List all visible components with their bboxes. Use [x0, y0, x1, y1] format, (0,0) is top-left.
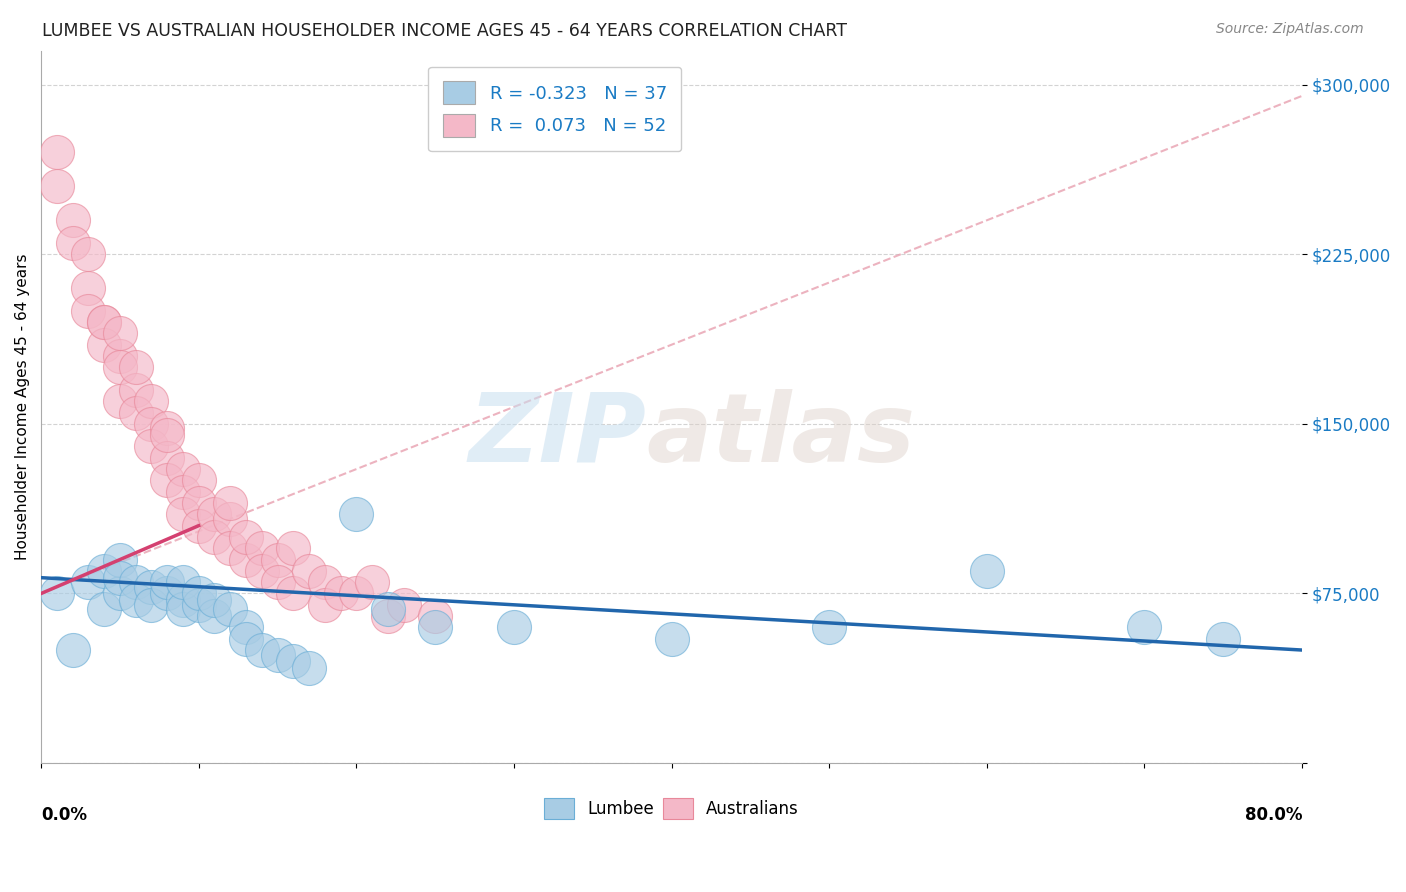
- Point: [141, 598, 163, 612]
- Point: [377, 602, 399, 616]
- Point: [125, 406, 148, 420]
- Point: [187, 586, 209, 600]
- Point: [204, 609, 226, 624]
- Point: [125, 593, 148, 607]
- Point: [141, 417, 163, 431]
- Point: [661, 632, 683, 646]
- Point: [172, 575, 194, 590]
- Point: [1133, 620, 1156, 634]
- Point: [108, 360, 131, 375]
- Point: [108, 394, 131, 409]
- Point: [314, 575, 336, 590]
- Point: [818, 620, 841, 634]
- Point: [156, 421, 179, 435]
- Point: [283, 654, 305, 668]
- Point: [219, 512, 242, 526]
- Point: [93, 337, 115, 351]
- Point: [125, 383, 148, 397]
- Point: [235, 632, 257, 646]
- Point: [172, 602, 194, 616]
- Point: [298, 661, 321, 675]
- Point: [93, 602, 115, 616]
- Point: [329, 586, 352, 600]
- Text: 80.0%: 80.0%: [1244, 805, 1302, 824]
- Point: [219, 602, 242, 616]
- Point: [172, 593, 194, 607]
- Point: [141, 580, 163, 594]
- Point: [377, 609, 399, 624]
- Point: [204, 530, 226, 544]
- Point: [93, 315, 115, 329]
- Point: [392, 598, 415, 612]
- Point: [250, 541, 273, 556]
- Point: [1212, 632, 1234, 646]
- Point: [314, 598, 336, 612]
- Point: [141, 394, 163, 409]
- Point: [235, 552, 257, 566]
- Point: [141, 440, 163, 454]
- Point: [156, 450, 179, 465]
- Point: [77, 247, 100, 261]
- Point: [172, 484, 194, 499]
- Point: [93, 315, 115, 329]
- Point: [344, 508, 367, 522]
- Point: [423, 609, 446, 624]
- Point: [187, 598, 209, 612]
- Point: [172, 508, 194, 522]
- Point: [156, 474, 179, 488]
- Point: [62, 643, 84, 657]
- Point: [108, 349, 131, 363]
- Point: [62, 213, 84, 227]
- Point: [125, 360, 148, 375]
- Text: LUMBEE VS AUSTRALIAN HOUSEHOLDER INCOME AGES 45 - 64 YEARS CORRELATION CHART: LUMBEE VS AUSTRALIAN HOUSEHOLDER INCOME …: [42, 22, 848, 40]
- Text: ZIP: ZIP: [468, 389, 647, 482]
- Point: [125, 575, 148, 590]
- Point: [108, 586, 131, 600]
- Point: [93, 564, 115, 578]
- Point: [45, 145, 67, 160]
- Point: [108, 326, 131, 341]
- Point: [266, 575, 288, 590]
- Point: [283, 541, 305, 556]
- Point: [298, 564, 321, 578]
- Point: [503, 620, 526, 634]
- Point: [77, 303, 100, 318]
- Point: [108, 571, 131, 585]
- Point: [283, 586, 305, 600]
- Text: atlas: atlas: [647, 389, 915, 482]
- Point: [219, 541, 242, 556]
- Point: [156, 428, 179, 442]
- Text: 0.0%: 0.0%: [41, 805, 87, 824]
- Point: [156, 586, 179, 600]
- Point: [204, 508, 226, 522]
- Point: [187, 474, 209, 488]
- Point: [156, 575, 179, 590]
- Text: Source: ZipAtlas.com: Source: ZipAtlas.com: [1216, 22, 1364, 37]
- Y-axis label: Householder Income Ages 45 - 64 years: Householder Income Ages 45 - 64 years: [15, 253, 30, 560]
- Point: [187, 518, 209, 533]
- Legend: Lumbee, Australians: Lumbee, Australians: [537, 791, 806, 826]
- Point: [250, 564, 273, 578]
- Point: [250, 643, 273, 657]
- Point: [45, 586, 67, 600]
- Point: [219, 496, 242, 510]
- Point: [172, 462, 194, 476]
- Point: [361, 575, 384, 590]
- Point: [77, 281, 100, 295]
- Point: [204, 593, 226, 607]
- Point: [423, 620, 446, 634]
- Point: [45, 179, 67, 194]
- Point: [235, 620, 257, 634]
- Point: [77, 575, 100, 590]
- Point: [62, 235, 84, 250]
- Point: [976, 564, 998, 578]
- Point: [344, 586, 367, 600]
- Point: [266, 552, 288, 566]
- Point: [108, 552, 131, 566]
- Point: [235, 530, 257, 544]
- Point: [187, 496, 209, 510]
- Point: [266, 648, 288, 662]
